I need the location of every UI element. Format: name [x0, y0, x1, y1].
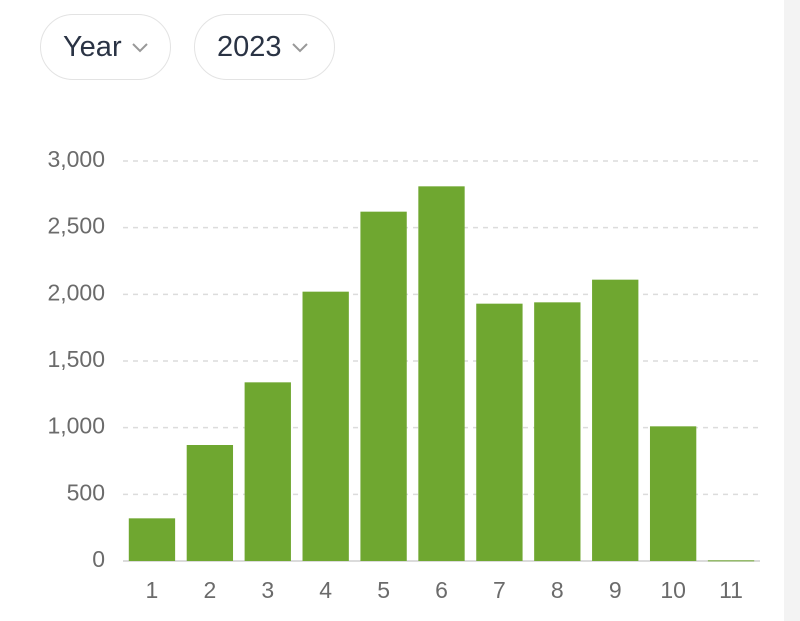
bar — [476, 303, 523, 561]
bar — [649, 426, 697, 561]
y-tick-label: 2,500 — [47, 213, 105, 239]
y-tick-label: 500 — [67, 479, 105, 505]
year-label: 2023 — [217, 30, 282, 63]
period-dropdown[interactable]: Year — [40, 14, 171, 80]
bar — [186, 445, 234, 561]
x-tick-label: 8 — [551, 577, 564, 603]
year-dropdown[interactable]: 2023 — [194, 14, 335, 80]
bar — [302, 291, 349, 561]
x-tick-label: 11 — [719, 577, 743, 603]
bar — [534, 302, 581, 561]
x-tick-label: 6 — [435, 577, 448, 603]
bar — [418, 186, 465, 562]
bar — [592, 279, 639, 561]
y-tick-label: 0 — [92, 546, 105, 572]
bar — [707, 560, 755, 562]
x-tick-label: 10 — [660, 577, 686, 603]
x-tick-label: 7 — [493, 577, 506, 603]
y-tick-label: 2,000 — [47, 279, 105, 305]
bar — [128, 518, 176, 561]
x-tick-label: 2 — [203, 577, 216, 603]
chevron-icon — [131, 43, 148, 53]
bar — [244, 382, 291, 561]
y-tick-label: 1,000 — [47, 413, 105, 439]
bar — [360, 211, 407, 561]
chevron-icon — [291, 43, 308, 53]
x-tick-label: 3 — [261, 577, 274, 603]
x-tick-label: 9 — [609, 577, 622, 603]
y-tick-label: 3,000 — [47, 146, 105, 172]
x-tick-label: 4 — [319, 577, 332, 603]
period-label: Year — [63, 30, 122, 63]
x-tick-label: 1 — [146, 577, 159, 603]
y-tick-label: 1,500 — [47, 346, 105, 372]
x-tick-label: 5 — [377, 577, 390, 603]
